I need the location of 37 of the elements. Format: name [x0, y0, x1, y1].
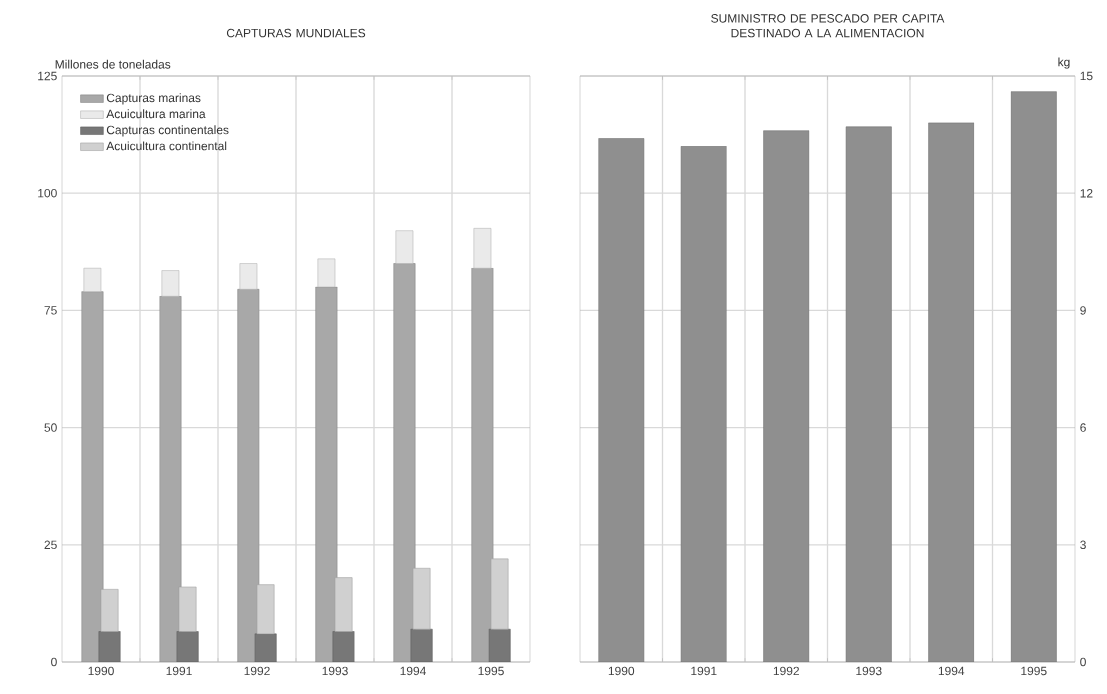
x-tick-label: 1994: [938, 666, 965, 676]
legend-label: Acuicultura continental: [106, 141, 227, 151]
y-axis-title: Millones de toneladas: [55, 59, 171, 69]
y-tick-label: 0: [51, 657, 57, 667]
x-tick-label: 1993: [322, 666, 348, 676]
legend-label: Acuicultura marina: [106, 109, 206, 119]
y-tick-label: 3: [1080, 540, 1086, 550]
y-tick-label: 9: [1080, 306, 1086, 315]
y-tick-label: 50: [44, 423, 57, 432]
x-tick-label: 1992: [773, 666, 799, 676]
y-tick-label: 12: [1080, 189, 1093, 198]
x-tick-label: 1990: [608, 666, 635, 676]
y-tick-label: 6: [1080, 423, 1086, 432]
legend-label: Capturas marinas: [106, 93, 201, 105]
y-tick-label: 0: [1080, 657, 1086, 667]
y-axis-title: kg: [1058, 57, 1070, 69]
chart-title: CAPTURAS MUNDIALES: [226, 28, 366, 38]
x-tick-label: 1991: [691, 666, 717, 676]
bar: [763, 130, 810, 662]
x-tick-label: 1992: [244, 666, 270, 676]
y-tick-label: 100: [38, 188, 57, 198]
bar: [1010, 91, 1057, 662]
chart-title: SUMINISTRO DE PESCADO PER CAPITA DESTINADO A LA ALIMENTACION: [711, 14, 945, 38]
x-tick-label: 1993: [856, 666, 882, 676]
y-tick-label: 15: [1080, 71, 1093, 81]
x-tick-label: 1991: [166, 666, 192, 676]
y-tick-label: 125: [38, 71, 57, 81]
bar: [598, 138, 645, 662]
legend-label: Capturas continentales: [106, 125, 229, 137]
x-tick-label: 1995: [1021, 666, 1047, 676]
x-tick-label: 1994: [400, 666, 426, 676]
x-tick-label: 1990: [88, 666, 114, 676]
y-tick-label: 75: [44, 306, 57, 315]
bar: [928, 122, 975, 662]
x-tick-label: 1995: [478, 666, 504, 676]
y-tick-label: 25: [44, 540, 57, 550]
bar: [680, 146, 727, 662]
